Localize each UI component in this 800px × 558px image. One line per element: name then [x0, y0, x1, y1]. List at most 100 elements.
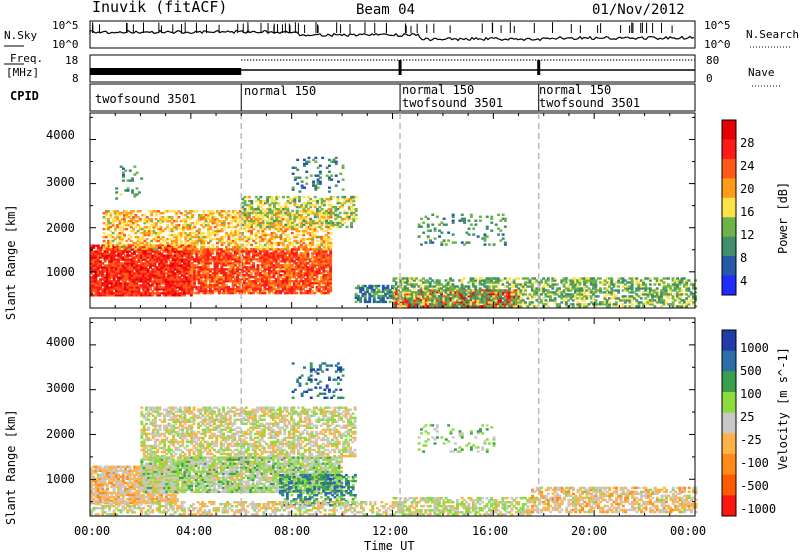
heatmap-cell [341, 217, 344, 221]
heatmap-cell [139, 276, 143, 279]
heatmap-cell [503, 305, 507, 308]
heatmap-cell [202, 268, 206, 271]
heatmap-cell [265, 258, 269, 261]
heatmap-cell [216, 233, 219, 237]
heatmap-cell [218, 258, 221, 261]
heatmap-cell [308, 268, 312, 271]
heatmap-cell [403, 295, 407, 298]
heatmap-cell [446, 279, 450, 282]
heatmap-cell [254, 224, 258, 227]
heatmap-cell [476, 289, 480, 292]
heatmap-cell [243, 266, 246, 269]
heatmap-cell [307, 199, 310, 203]
heatmap-cell [109, 222, 113, 225]
heatmap-cell [302, 282, 305, 285]
heatmap-cell [184, 243, 188, 247]
heatmap-cell [288, 268, 292, 271]
heatmap-cell [218, 224, 222, 227]
heatmap-cell [499, 293, 502, 296]
heatmap-cell [304, 280, 308, 283]
heatmap-cell [154, 210, 158, 213]
heatmap-cell [108, 282, 112, 285]
heatmap-cell [99, 282, 102, 285]
heatmap-cell [238, 245, 242, 249]
heatmap-cell [144, 286, 148, 289]
heatmap-cell [200, 245, 204, 249]
heatmap-cell [162, 250, 166, 253]
heatmap-cell [324, 270, 328, 273]
heatmap-cell [195, 287, 199, 291]
heatmap-cell [204, 258, 208, 261]
heatmap-cell [508, 305, 512, 308]
heatmap-cell [218, 256, 221, 259]
heatmap-cell [185, 252, 189, 255]
heatmap-cell [173, 282, 177, 285]
heatmap-cell [186, 224, 190, 227]
heatmap-cell [162, 274, 166, 277]
heatmap-cell [444, 295, 448, 298]
heatmap-cell [274, 291, 278, 295]
heatmap-cell [295, 291, 299, 295]
heatmap-cell [222, 262, 226, 265]
heatmap-cell [193, 245, 197, 249]
heatmap-cell [96, 292, 100, 295]
heatmap-cell [222, 235, 226, 239]
heatmap-cell [492, 277, 496, 280]
heatmap-cell [284, 201, 288, 205]
heatmap-cell [191, 231, 194, 235]
heatmap-cell [304, 220, 308, 223]
heatmap-cell [274, 266, 278, 269]
heatmap-cell [216, 237, 219, 241]
heatmap-cell [108, 292, 112, 295]
heatmap-cell [412, 305, 416, 308]
heatmap-cell [460, 301, 464, 304]
heatmap-cell [451, 297, 455, 300]
heatmap-cell [158, 294, 161, 297]
heatmap-cell [96, 270, 100, 273]
heatmap-cell [126, 268, 130, 271]
heatmap-cell [155, 266, 159, 269]
heatmap-cell [120, 212, 124, 215]
heatmap-cell [139, 280, 143, 283]
heatmap-cell [90, 272, 93, 275]
heatmap-cell [186, 225, 190, 229]
heatmap-cell [300, 245, 303, 249]
heatmap-cell [183, 292, 186, 295]
heatmap-cell [453, 303, 457, 306]
heatmap-cell [542, 291, 546, 294]
heatmap-cell [263, 268, 267, 271]
heatmap-cell [144, 260, 148, 263]
heatmap-cell [173, 294, 177, 297]
heatmap-cell [315, 260, 319, 263]
heatmap-cell [258, 274, 262, 277]
heatmap-cell [324, 260, 328, 263]
heatmap-cell [202, 274, 206, 277]
heatmap-cell [144, 262, 148, 265]
heatmap-cell [188, 212, 192, 215]
heatmap-cell [384, 286, 388, 290]
heatmap-cell [101, 268, 105, 271]
heatmap-cell [90, 256, 93, 259]
heatmap-cell [238, 287, 242, 291]
heatmap-cell [121, 286, 125, 289]
heatmap-cell [190, 276, 194, 279]
heatmap-cell [352, 217, 356, 221]
heatmap-cell [211, 252, 215, 255]
heatmap-cell [551, 285, 555, 288]
heatmap-cell [295, 239, 299, 243]
heatmap-cell [288, 221, 292, 225]
heatmap-cell [324, 214, 328, 217]
heatmap-cell [206, 262, 210, 265]
heatmap-cell [361, 294, 365, 298]
heatmap-cell [143, 239, 147, 243]
heatmap-cell [300, 225, 304, 229]
heatmap-cell [297, 233, 301, 237]
heatmap-cell [261, 278, 265, 281]
heatmap-cell [505, 297, 509, 300]
heatmap-cell [220, 272, 224, 275]
heatmap-cell [185, 266, 189, 269]
heatmap-cell [265, 278, 269, 281]
heatmap-cell [146, 250, 150, 253]
heatmap-cell [193, 250, 196, 253]
heatmap-cell [268, 287, 271, 291]
